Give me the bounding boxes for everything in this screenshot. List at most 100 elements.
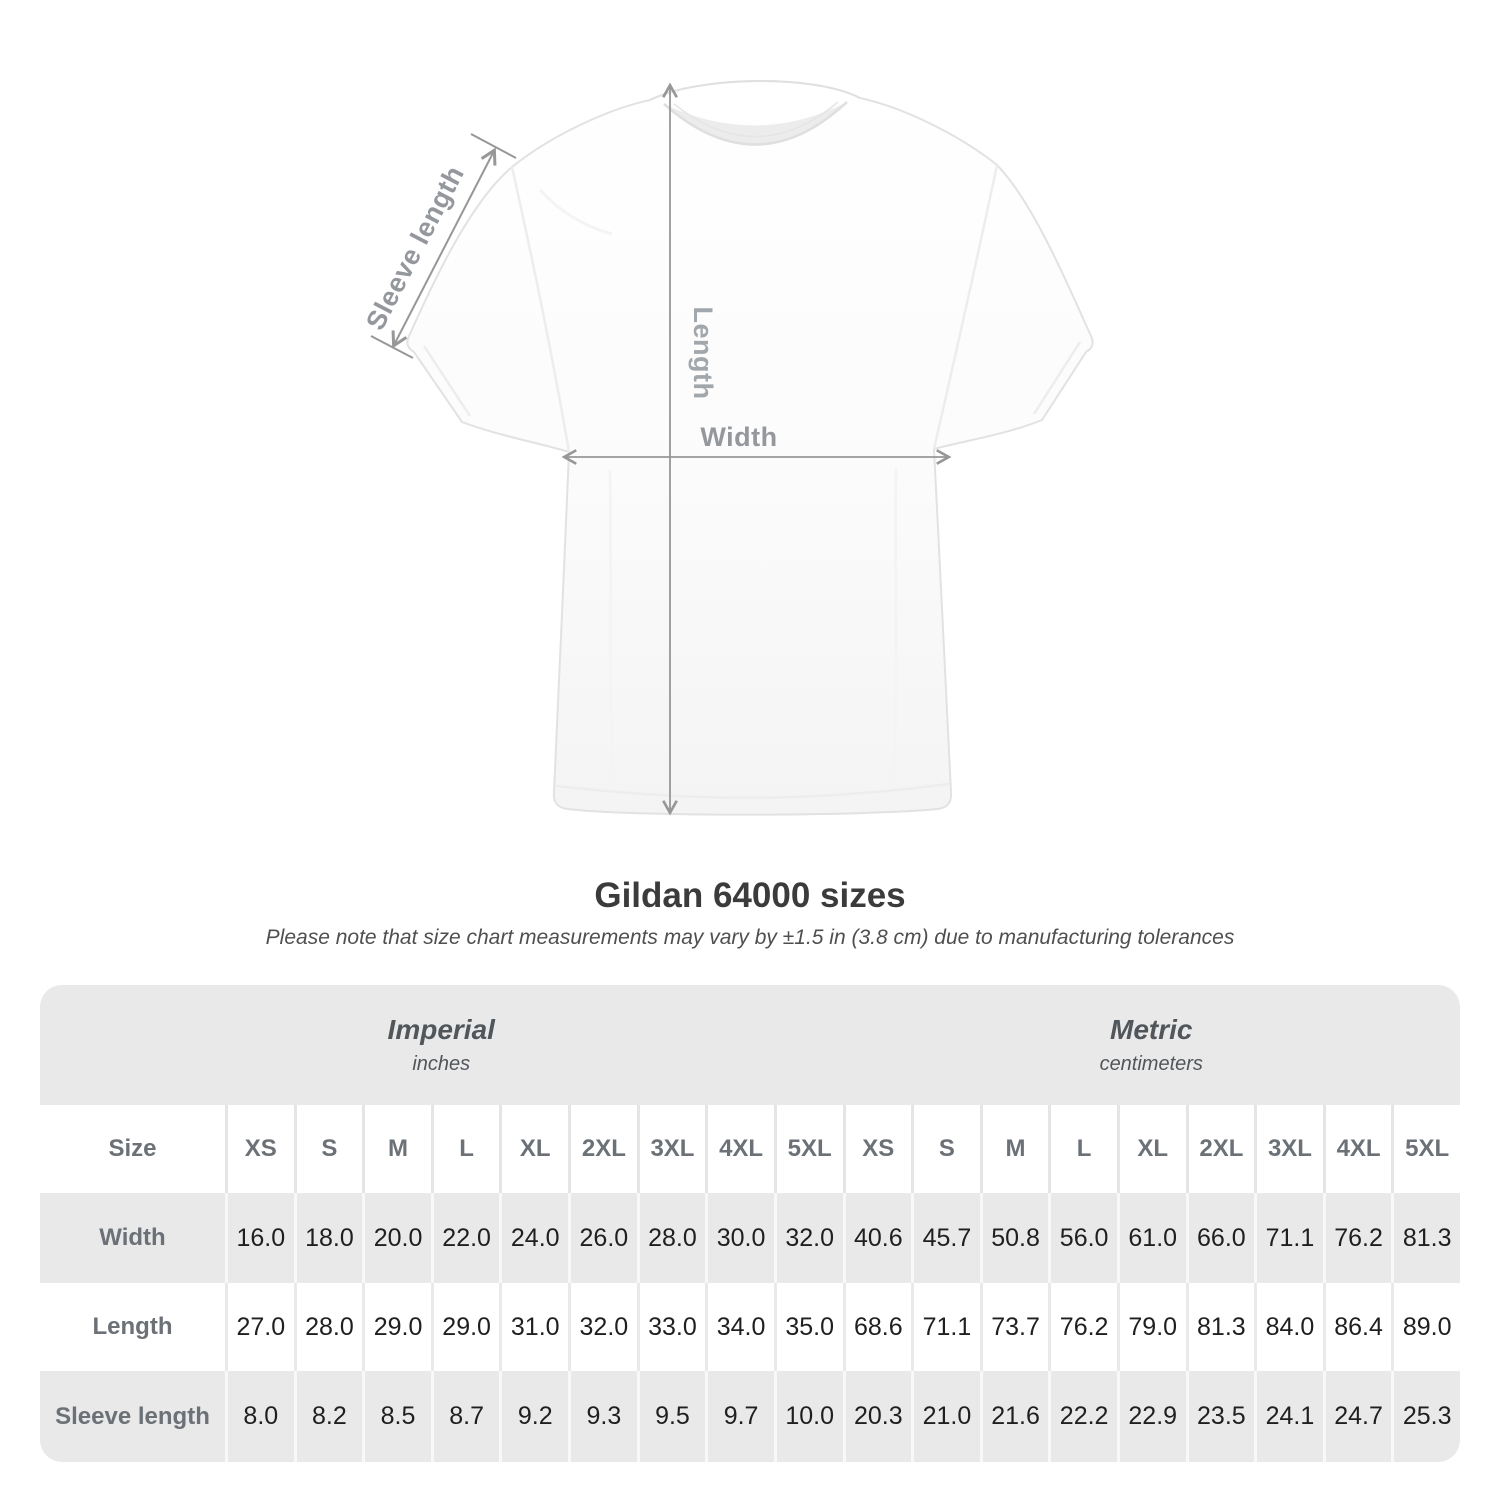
value-cell: 68.6	[842, 1283, 912, 1371]
width-label: Width	[700, 422, 777, 452]
size-header-cell: XS	[225, 1105, 294, 1193]
value-cell: 29.0	[362, 1283, 431, 1371]
size-header-cell: XL	[1116, 1105, 1186, 1193]
size-header-cell: L	[430, 1105, 500, 1193]
size-header-cell: 3XL	[636, 1105, 706, 1193]
value-cell: 89.0	[1391, 1283, 1460, 1371]
size-header-cell: 5XL	[773, 1105, 843, 1193]
width-row: Width 16.0 18.0 20.0 22.0 24.0 26.0 28.0 30.0 32…	[40, 1193, 1460, 1283]
value-cell: 10.0	[773, 1371, 843, 1462]
size-header-cell: S	[911, 1105, 980, 1193]
value-cell: 24.0	[499, 1193, 568, 1283]
value-cell: 8.0	[225, 1371, 294, 1462]
value-cell: 56.0	[1048, 1193, 1117, 1283]
size-header-cell: L	[1048, 1105, 1117, 1193]
value-cell: 28.0	[636, 1193, 706, 1283]
width-row-label: Width	[99, 1224, 166, 1251]
sleeve-length-row-label: Sleeve length	[55, 1402, 210, 1430]
value-cell: 33.0	[636, 1283, 706, 1371]
size-header-cell: 5XL	[1391, 1105, 1460, 1193]
value-cell: 22.0	[430, 1193, 500, 1283]
value-cell: 40.6	[842, 1193, 912, 1283]
imperial-label: Imperial	[387, 1014, 495, 1045]
size-header-cell: M	[979, 1105, 1049, 1193]
tshirt-diagram-svg: Sleeve length Length Width	[360, 79, 1094, 816]
value-cell: 76.2	[1048, 1283, 1117, 1371]
size-header-cell: XL	[499, 1105, 568, 1193]
value-cell: 22.2	[1048, 1371, 1117, 1462]
collar-rib-line	[673, 101, 839, 138]
value-cell: 84.0	[1254, 1283, 1323, 1371]
value-cell: 81.3	[1391, 1193, 1460, 1283]
value-cell: 31.0	[499, 1283, 568, 1371]
length-label: Length	[688, 307, 718, 400]
size-header-row: Size XS S M L XL 2XL 3XL 4XL 5XL XS S M L XL 2XL 3XL 4X…	[40, 1105, 1460, 1193]
value-cell: 23.5	[1185, 1371, 1255, 1462]
length-row: Length 27.0 28.0 29.0 29.0 31.0 32.0 33.0 34.0 3…	[40, 1283, 1460, 1371]
value-cell: 30.0	[705, 1193, 774, 1283]
tolerance-note: Please note that size chart measurements…	[265, 926, 1235, 949]
size-table: Imperial inches Metric centimeters Size …	[40, 985, 1460, 1462]
value-cell: 32.0	[568, 1283, 637, 1371]
value-cell: 27.0	[225, 1283, 294, 1371]
metric-unit: centimeters	[1099, 1053, 1203, 1075]
value-cell: 24.1	[1254, 1371, 1323, 1462]
value-cell: 8.2	[293, 1371, 363, 1462]
size-header-cell: 3XL	[1254, 1105, 1323, 1193]
value-cell: 9.7	[705, 1371, 774, 1462]
size-header-cell: S	[293, 1105, 363, 1193]
sleeve-length-arrow	[391, 147, 497, 349]
length-row-label: Length	[92, 1313, 173, 1340]
value-cell: 35.0	[773, 1283, 843, 1371]
right-sleeve-seam	[932, 164, 999, 450]
value-cell: 73.7	[979, 1283, 1049, 1371]
value-cell: 9.2	[499, 1371, 568, 1462]
value-cell: 22.9	[1116, 1371, 1186, 1462]
fabric-fold-right	[891, 467, 898, 779]
size-header-cell: 4XL	[705, 1105, 774, 1193]
left-sleeve-seam	[510, 166, 571, 453]
imperial-unit-header: Imperial inches	[40, 985, 843, 1105]
tshirt-photo	[406, 79, 1094, 816]
value-cell: 79.0	[1116, 1283, 1186, 1371]
value-cell: 45.7	[911, 1193, 980, 1283]
collar-neckline	[663, 101, 848, 146]
size-header-cell: M	[362, 1105, 431, 1193]
value-cell: 8.5	[362, 1371, 431, 1462]
right-sleeve-hem	[1032, 341, 1082, 415]
value-cell: 32.0	[773, 1193, 843, 1283]
value-cell: 29.0	[430, 1283, 500, 1371]
value-cell: 66.0	[1185, 1193, 1255, 1283]
value-cell: 24.7	[1322, 1371, 1392, 1462]
value-cell: 26.0	[568, 1193, 637, 1283]
value-cell: 9.3	[568, 1371, 637, 1462]
left-sleeve-hem	[422, 345, 472, 417]
value-cell: 25.3	[1391, 1371, 1460, 1462]
value-cell: 71.1	[1254, 1193, 1323, 1283]
value-cell: 34.0	[705, 1283, 774, 1371]
size-header-cell: 2XL	[1185, 1105, 1255, 1193]
value-cell: 9.5	[636, 1371, 706, 1462]
sleeve-length-row: Sleeve length 8.0 8.2 8.5 8.7 9.2 9.3 9.5 9.7 10…	[40, 1371, 1460, 1462]
unit-groups-row: Imperial inches Metric centimeters	[40, 985, 1460, 1105]
value-cell: 8.7	[430, 1371, 500, 1462]
fabric-fold-left	[608, 469, 616, 781]
value-cell: 86.4	[1322, 1283, 1392, 1371]
page-title: Gildan 64000 sizes	[594, 876, 906, 915]
value-cell: 18.0	[293, 1193, 363, 1283]
size-header-cell: 2XL	[568, 1105, 637, 1193]
value-cell: 16.0	[225, 1193, 294, 1283]
sleeve-length-tick-top	[470, 133, 517, 159]
size-header-cell: 4XL	[1322, 1105, 1392, 1193]
value-cell: 76.2	[1322, 1193, 1392, 1283]
fabric-fold-shoulder	[538, 188, 613, 236]
value-cell: 28.0	[293, 1283, 363, 1371]
value-cell: 21.0	[911, 1371, 980, 1462]
metric-unit-header: Metric centimeters	[843, 985, 1461, 1105]
metric-label: Metric	[1110, 1014, 1193, 1045]
value-cell: 81.3	[1185, 1283, 1255, 1371]
bottom-hem-stitch	[555, 782, 950, 799]
value-cell: 20.3	[842, 1371, 912, 1462]
value-cell: 21.6	[979, 1371, 1049, 1462]
